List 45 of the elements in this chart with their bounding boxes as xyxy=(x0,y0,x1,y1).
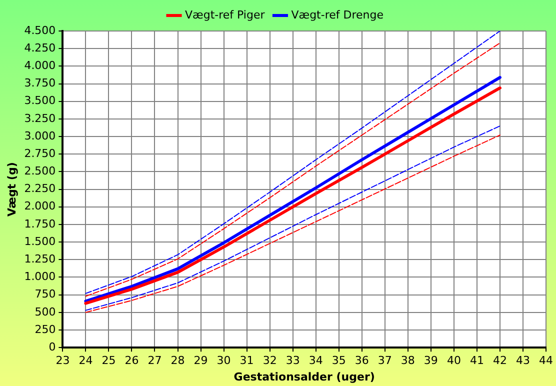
legend-label: Vægt-ref Piger xyxy=(185,8,266,22)
x-tick-label: 23 xyxy=(56,354,70,368)
x-tick-label: 37 xyxy=(378,354,392,368)
y-tick-label: 500 xyxy=(34,305,56,318)
x-tick-label: 36 xyxy=(354,354,369,368)
y-tick-label: 3.750 xyxy=(24,76,56,90)
legend-label: Vægt-ref Drenge xyxy=(291,8,384,22)
x-tick-label: 29 xyxy=(194,354,208,368)
y-axis-title: Vægt (g) xyxy=(5,162,18,216)
x-tick-label: 34 xyxy=(308,354,323,368)
x-tick-label: 25 xyxy=(102,354,116,368)
x-tick-label: 38 xyxy=(400,354,415,368)
x-tick-label: 27 xyxy=(148,354,162,368)
x-tick-label: 32 xyxy=(262,354,277,368)
x-tick-label: 40 xyxy=(446,354,461,368)
y-tick-label: 2.250 xyxy=(24,182,56,196)
x-axis-title: Gestationsalder (uger) xyxy=(234,370,375,384)
x-tick-label: 41 xyxy=(470,354,484,368)
y-tick-label: 2.000 xyxy=(24,200,56,213)
x-tick-label: 42 xyxy=(492,354,507,368)
y-tick-label: 2.500 xyxy=(24,164,56,178)
y-tick-label: 4.250 xyxy=(24,41,56,54)
y-tick-label: 1.000 xyxy=(24,270,56,284)
x-tick-label: 30 xyxy=(216,354,231,368)
x-tick-label: 43 xyxy=(516,354,530,368)
y-tick-label: 2.750 xyxy=(24,146,56,160)
x-tick-label: 24 xyxy=(78,354,93,368)
y-tick-label: 4.500 xyxy=(24,24,56,37)
y-tick-label: 0 xyxy=(48,340,56,354)
x-tick-label: 39 xyxy=(424,354,438,368)
y-tick-label: 1.500 xyxy=(24,234,56,248)
y-tick-label: 750 xyxy=(34,288,56,301)
x-tick-label: 26 xyxy=(124,354,139,368)
y-tick-label: 3.500 xyxy=(24,94,56,108)
y-tick-label: 1.750 xyxy=(24,217,56,230)
x-tick-label: 28 xyxy=(170,354,185,368)
x-tick-label: 35 xyxy=(332,354,346,368)
y-tick-label: 4.000 xyxy=(24,59,56,72)
x-tick-label: 44 xyxy=(539,354,553,368)
x-tick-label: 33 xyxy=(286,354,300,368)
y-tick-label: 3.000 xyxy=(24,129,56,142)
y-tick-label: 1.250 xyxy=(24,252,56,266)
y-tick-label: 250 xyxy=(34,322,56,336)
y-tick-label: 3.250 xyxy=(24,112,56,125)
x-tick-label: 31 xyxy=(240,354,254,368)
